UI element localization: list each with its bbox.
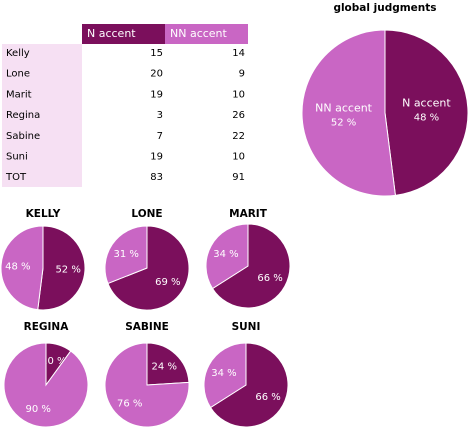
header-cell: [82, 24, 165, 44]
cell: 20: [150, 69, 163, 80]
pie-title: SABINE: [125, 321, 169, 333]
value-label: 34 %: [213, 249, 238, 260]
value-label: 31 %: [113, 249, 138, 260]
row-label: Marit: [6, 89, 32, 100]
pie-title: LONE: [131, 208, 162, 220]
value-label: 66 %: [257, 273, 282, 284]
column-header: N accent: [87, 27, 136, 40]
pie-slice: [104, 225, 148, 285]
row-label: TOT: [5, 172, 27, 183]
pie-slice: [301, 29, 396, 197]
cell: 3: [157, 110, 163, 121]
slice-name: NN accent: [315, 102, 373, 115]
pie-slice: [211, 223, 291, 309]
row-label: Regina: [6, 110, 40, 121]
value-label: 24 %: [152, 362, 177, 373]
pie-title: SUNI: [232, 321, 261, 333]
row-label: Sabine: [6, 131, 40, 142]
pie-slice: [107, 225, 190, 311]
cell: 83: [150, 172, 163, 183]
pie-title: MARIT: [229, 208, 268, 220]
pie-slice: [0, 225, 44, 311]
value-label: 90 %: [26, 404, 51, 415]
cell: 22: [232, 131, 245, 142]
cell: 15: [150, 48, 163, 59]
column-header: NN accent: [170, 27, 228, 40]
row-label: Suni: [6, 152, 28, 163]
pie-slice: [37, 225, 86, 311]
value-label: 52 %: [55, 265, 80, 276]
cell: 10: [232, 152, 245, 163]
header-cell: [165, 24, 248, 44]
pie-slice: [3, 342, 89, 428]
row-label: Kelly: [6, 48, 30, 59]
cell: 19: [150, 89, 163, 100]
pie-title: KELLY: [26, 208, 61, 220]
value-label: 52 %: [331, 118, 356, 129]
value-label: 76 %: [117, 398, 142, 409]
cell: 9: [239, 69, 245, 80]
value-label: 69 %: [155, 277, 180, 288]
cell: 26: [232, 110, 245, 121]
cell: 19: [150, 152, 163, 163]
value-label: 66 %: [255, 392, 280, 403]
value-label: 34 %: [211, 368, 236, 379]
value-label: 48 %: [5, 261, 30, 272]
pie-slice: [209, 342, 289, 428]
cell: 7: [157, 131, 163, 142]
pie-slice: [205, 223, 249, 290]
pie-slice: [104, 342, 190, 428]
pie-slice: [384, 29, 469, 196]
cell: 91: [232, 172, 245, 183]
cell: 14: [232, 48, 245, 59]
slice-name: N accent: [402, 96, 451, 109]
pie-title: REGINA: [24, 321, 70, 333]
row-label: Lone: [6, 69, 30, 80]
name-column-bg: [2, 44, 82, 187]
value-label: 10 %: [41, 356, 66, 367]
cell: 10: [232, 89, 245, 100]
value-label: 48 %: [414, 112, 439, 123]
pie-slice: [146, 342, 190, 386]
pie-title: global judgments: [333, 2, 436, 14]
pie-slice: [203, 342, 247, 409]
